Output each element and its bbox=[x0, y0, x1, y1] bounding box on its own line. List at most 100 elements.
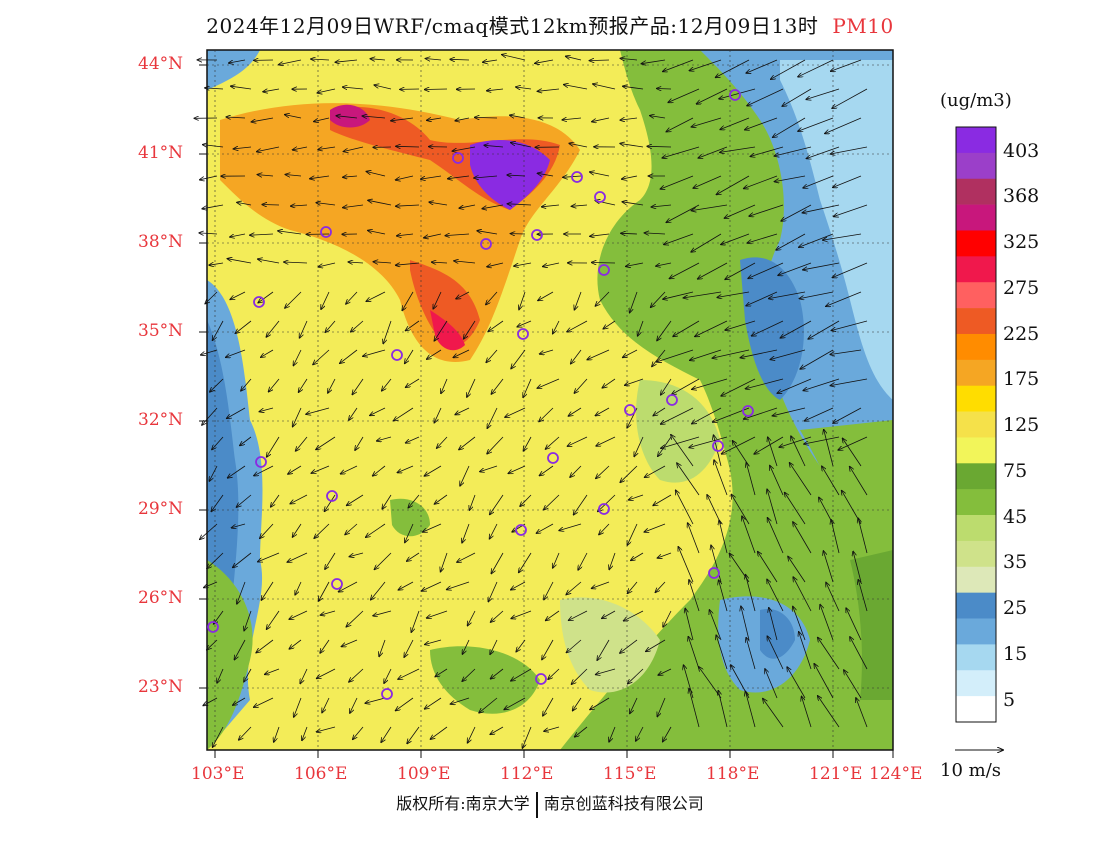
wind-arrow bbox=[692, 378, 728, 389]
wind-arrow bbox=[775, 175, 806, 182]
wind-arrow bbox=[623, 349, 638, 357]
wind-arrow bbox=[293, 523, 302, 537]
wind-arrow bbox=[235, 320, 252, 333]
wind-arrow bbox=[858, 580, 868, 612]
wind-arrow bbox=[349, 552, 364, 557]
wind-arrow bbox=[490, 639, 498, 654]
wind-arrow bbox=[731, 495, 750, 525]
wind-arrow bbox=[567, 639, 582, 653]
wind-arrow bbox=[663, 726, 672, 742]
wind-arrow bbox=[204, 581, 218, 588]
colorbar-label: 225 bbox=[1003, 323, 1040, 345]
wind-arrow bbox=[690, 349, 722, 360]
wind-arrow bbox=[661, 378, 672, 395]
wind-arrow bbox=[553, 552, 560, 568]
wind-arrow bbox=[480, 465, 498, 472]
wind-arrow bbox=[490, 494, 504, 515]
wind-arrow bbox=[832, 88, 868, 108]
wind-arrow bbox=[647, 146, 672, 147]
wind-arrow bbox=[425, 639, 442, 645]
wind-arrow bbox=[316, 436, 336, 450]
wind-arrow bbox=[258, 175, 274, 176]
wind-arrow bbox=[657, 89, 672, 90]
wind-arrow bbox=[546, 436, 560, 449]
wind-arrow bbox=[798, 59, 834, 77]
wind-arrow bbox=[592, 263, 616, 264]
wind-arrow bbox=[454, 261, 476, 263]
station-marker bbox=[535, 673, 547, 685]
wind-arrow bbox=[477, 231, 498, 235]
wind-arrow bbox=[677, 463, 700, 496]
wind-arrow bbox=[210, 378, 224, 392]
wind-arrow bbox=[346, 610, 364, 627]
wind-arrow bbox=[779, 436, 812, 447]
wind-arrow bbox=[808, 320, 840, 339]
wind-arrow bbox=[689, 59, 722, 71]
wind-arrow bbox=[339, 581, 358, 592]
colorbar-swatch bbox=[956, 670, 996, 697]
latitude-label: 44°N bbox=[138, 54, 184, 74]
wind-arrow bbox=[539, 407, 554, 422]
wind-arrow bbox=[566, 581, 582, 595]
wind-arrow bbox=[776, 233, 806, 250]
wind-arrow bbox=[725, 320, 756, 330]
wind-arrow bbox=[510, 115, 526, 118]
wind-arrow bbox=[517, 320, 532, 327]
wind-arrow bbox=[596, 668, 616, 675]
wind-arrow bbox=[427, 610, 448, 618]
wind-arrow bbox=[544, 494, 560, 510]
wind-arrow bbox=[698, 262, 728, 279]
wind-arrow bbox=[564, 85, 588, 90]
wind-arrow bbox=[655, 581, 666, 592]
wind-arrow bbox=[490, 523, 498, 539]
wind-arrow bbox=[254, 465, 274, 476]
wind-arrow bbox=[716, 59, 750, 77]
wind-arrow bbox=[741, 606, 750, 641]
wind-arrow bbox=[411, 610, 420, 632]
wind-arrow bbox=[226, 117, 246, 118]
wind-arrow bbox=[747, 233, 778, 243]
wind-arrow bbox=[288, 465, 302, 474]
wind-arrow bbox=[754, 436, 784, 454]
wind-arrow bbox=[714, 460, 728, 496]
wind-arrow bbox=[546, 610, 560, 620]
wind-arrow bbox=[664, 233, 694, 245]
wind-arrow bbox=[567, 436, 588, 446]
wind-arrow bbox=[693, 175, 722, 188]
wind-arrow bbox=[767, 579, 784, 612]
latitude-label: 29°N bbox=[138, 499, 184, 519]
wind-arrow bbox=[592, 117, 610, 122]
wind-arrow bbox=[316, 203, 336, 205]
wind-arrow bbox=[373, 262, 392, 263]
title-text: 2024年12月09日WRF/cmaq模式12km预报产品:12月09日13时 bbox=[206, 14, 819, 38]
wind-arrow bbox=[352, 378, 364, 395]
wind-arrow bbox=[522, 726, 532, 748]
wind-arrow bbox=[453, 349, 470, 358]
longitude-label: 124°E bbox=[869, 764, 923, 784]
wind-arrow bbox=[374, 85, 392, 90]
wind-arrow bbox=[397, 465, 414, 473]
wind-arrow bbox=[758, 552, 778, 583]
wind-arrow bbox=[543, 697, 554, 716]
wind-arrow bbox=[366, 291, 386, 301]
longitude-label: 118°E bbox=[706, 764, 760, 784]
station-marker bbox=[255, 456, 267, 468]
wind-arrow bbox=[678, 547, 694, 583]
wind-arrow bbox=[345, 523, 358, 535]
wind-arrow bbox=[452, 146, 476, 151]
wind-arrow bbox=[460, 465, 470, 486]
wind-arrow bbox=[285, 175, 302, 177]
colorbar-swatch bbox=[956, 540, 996, 568]
wind-arrow bbox=[402, 291, 414, 310]
wind-arrow bbox=[397, 234, 414, 236]
wind-arrow bbox=[831, 320, 868, 331]
wind-arrow bbox=[805, 407, 834, 421]
wind-arrow bbox=[833, 407, 862, 423]
colorbar-swatch bbox=[956, 437, 996, 464]
wind-arrow bbox=[300, 320, 308, 338]
wind-arrow bbox=[592, 581, 610, 588]
wind-arrow bbox=[487, 407, 498, 428]
wind-arrow bbox=[384, 668, 392, 683]
wind-arrow bbox=[804, 436, 840, 444]
wind-arrow bbox=[744, 175, 778, 189]
